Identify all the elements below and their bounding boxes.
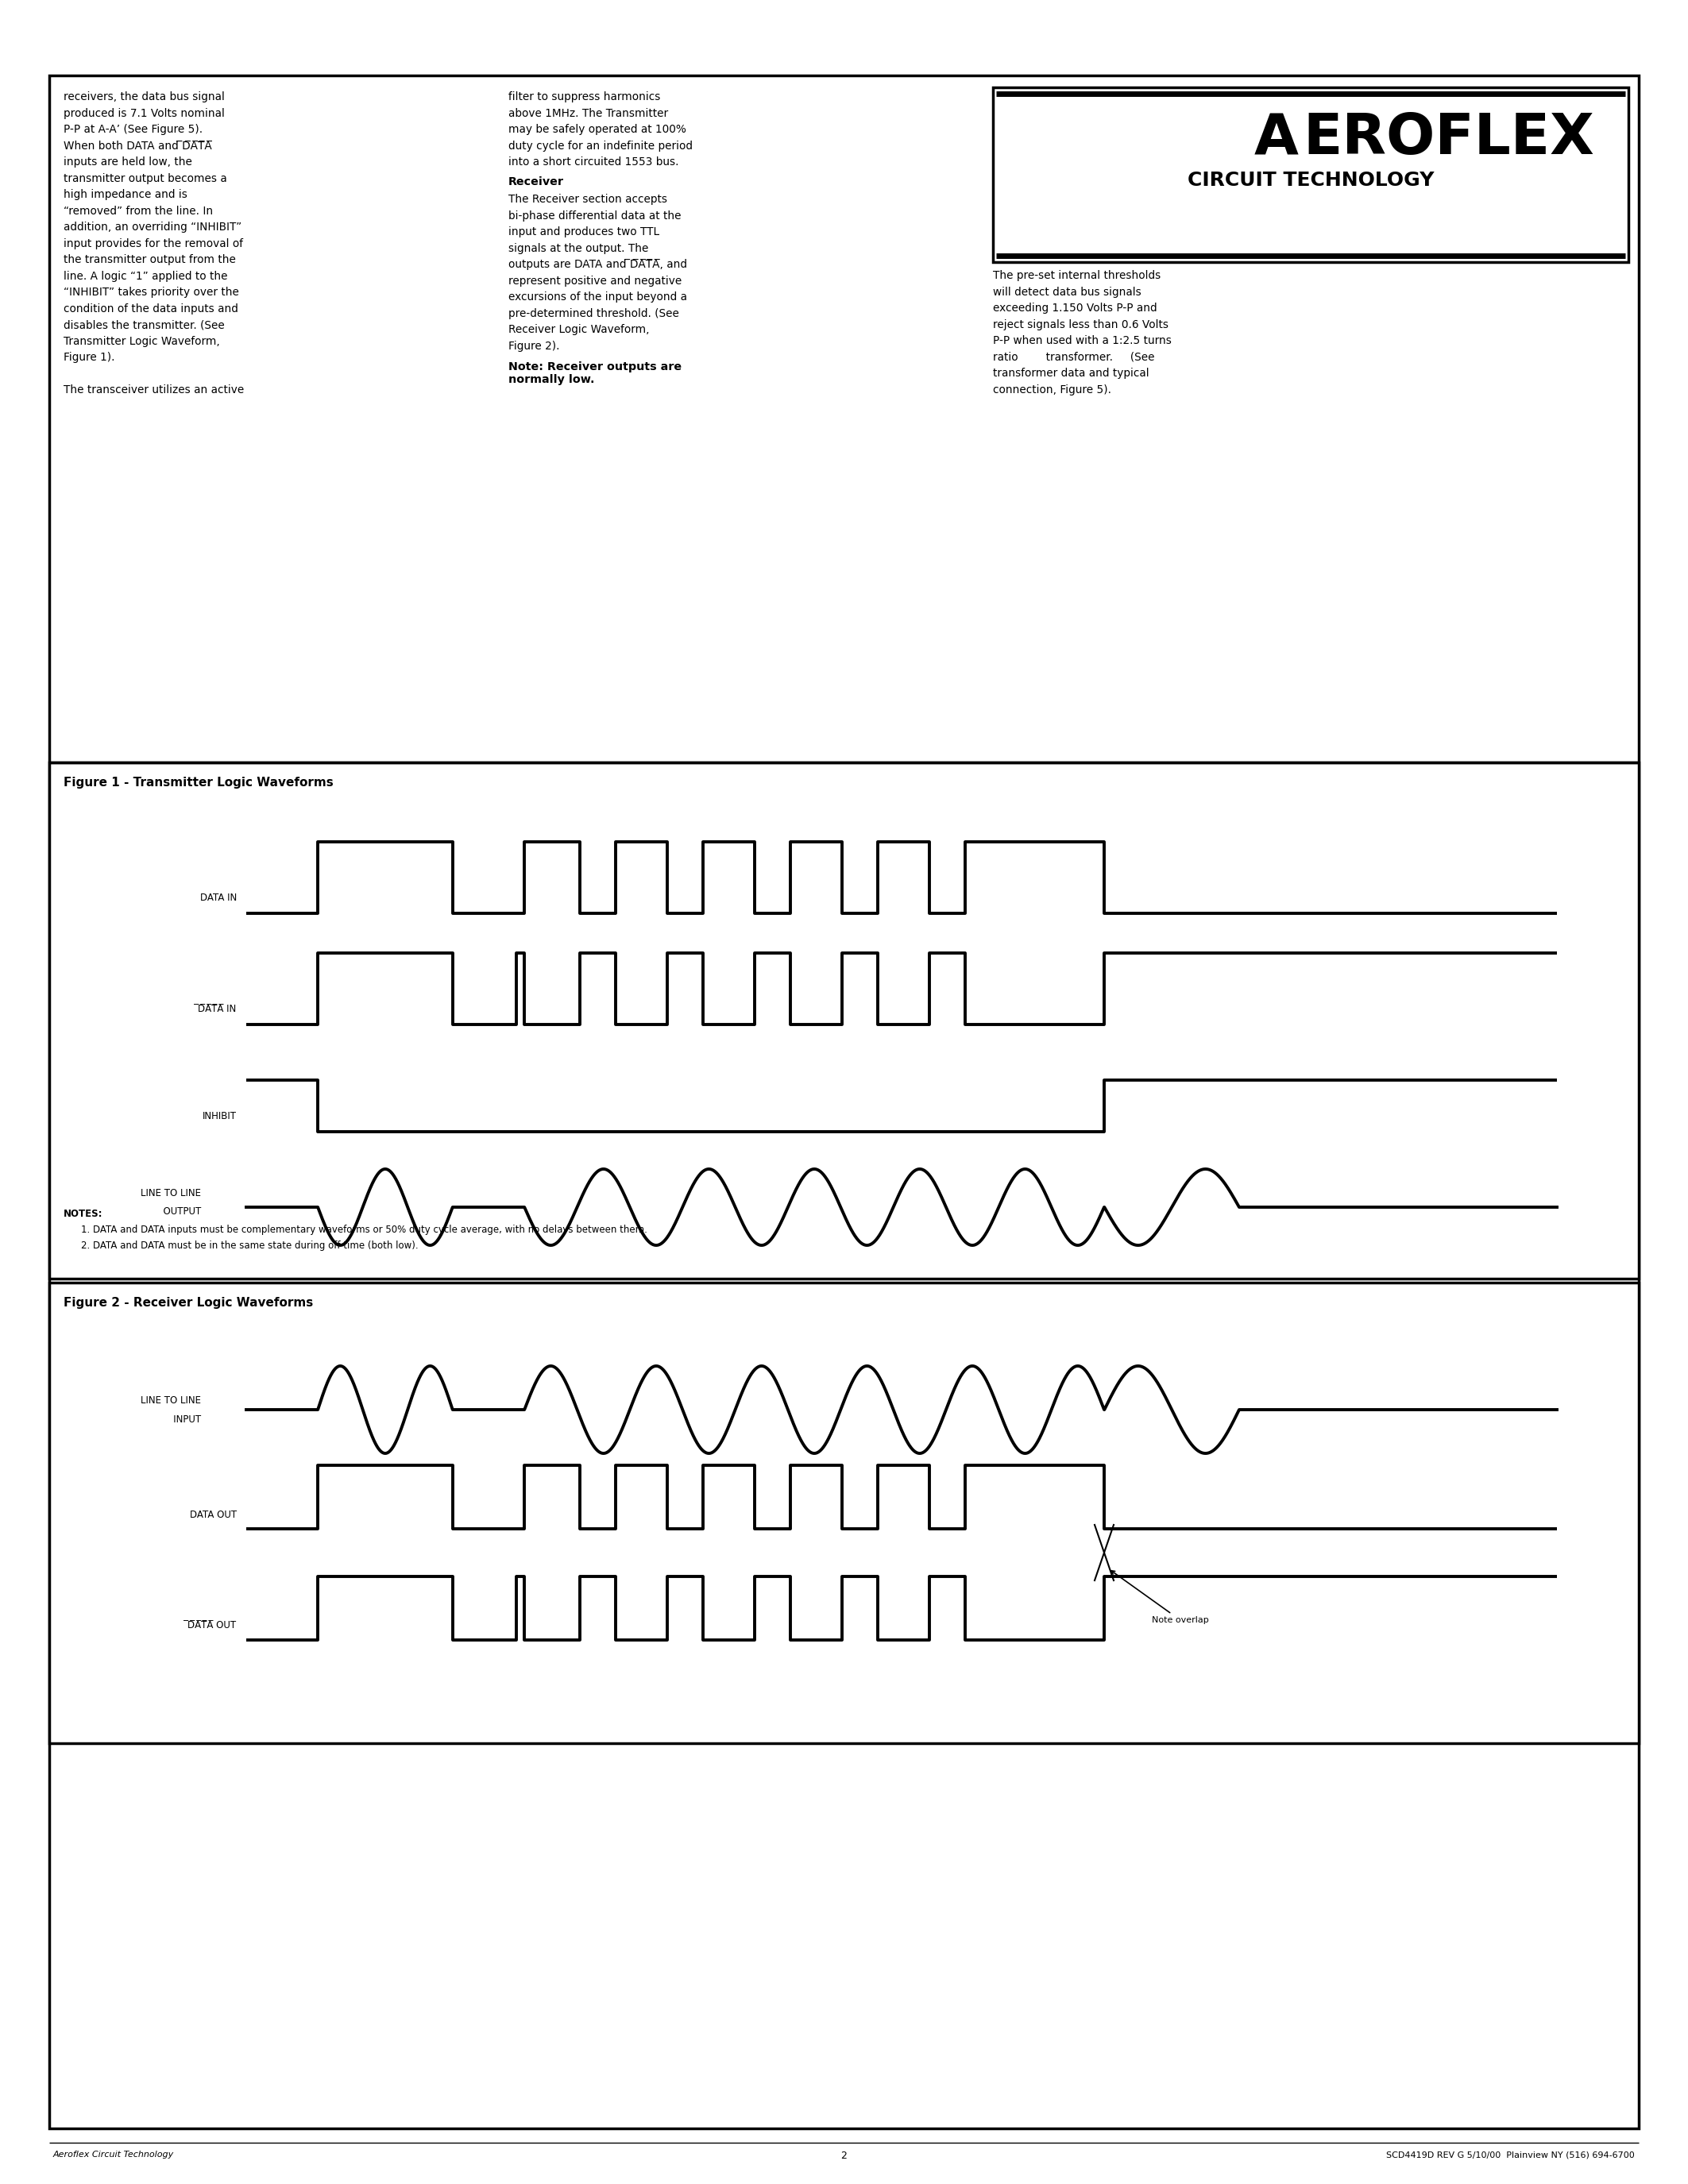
Text: 2. DATA and DATA must be in the same state during off time (both low).: 2. DATA and DATA must be in the same sta… [81, 1241, 419, 1251]
Text: When both DATA and ̅D̅A̅T̅A̅: When both DATA and ̅D̅A̅T̅A̅ [64, 140, 213, 151]
Text: disables the transmitter. (See: disables the transmitter. (See [64, 319, 225, 330]
Text: ̅D̅A̅T̅A̅ OUT: ̅D̅A̅T̅A̅ OUT [187, 1621, 236, 1631]
Text: EROFLEX: EROFLEX [1303, 111, 1593, 166]
Text: outputs are DATA and ̅D̅A̅T̅A̅, and: outputs are DATA and ̅D̅A̅T̅A̅, and [508, 260, 687, 271]
Text: DATA OUT: DATA OUT [189, 1509, 236, 1520]
Text: represent positive and negative: represent positive and negative [508, 275, 682, 286]
Text: The transceiver utilizes an active: The transceiver utilizes an active [64, 384, 245, 395]
Text: 1. DATA and DATA inputs must be complementary waveforms or 50% duty cycle averag: 1. DATA and DATA inputs must be compleme… [81, 1225, 647, 1234]
Text: Figure 2).: Figure 2). [508, 341, 560, 352]
Text: Figure 2 - Receiver Logic Waveforms: Figure 2 - Receiver Logic Waveforms [64, 1297, 314, 1308]
Bar [49, 1282, 1639, 1743]
Text: Note overlap: Note overlap [1111, 1570, 1209, 1625]
Text: ̅D̅A̅T̅A̅ IN: ̅D̅A̅T̅A̅ IN [199, 1002, 236, 1013]
Text: input provides for the removal of: input provides for the removal of [64, 238, 243, 249]
Bar [993, 87, 1629, 262]
Text: excursions of the input beyond a: excursions of the input beyond a [508, 290, 687, 304]
Text: line. A logic “1” applied to the: line. A logic “1” applied to the [64, 271, 228, 282]
Text: will detect data bus signals: will detect data bus signals [993, 286, 1141, 297]
Text: DATA IN: DATA IN [199, 893, 236, 902]
Text: 2: 2 [841, 2151, 847, 2160]
Text: Transmitter Logic Waveform,: Transmitter Logic Waveform, [64, 336, 219, 347]
Text: INPUT: INPUT [164, 1413, 201, 1424]
Text: addition, an overriding “INHIBIT”: addition, an overriding “INHIBIT” [64, 221, 241, 234]
Text: ratio        transformer.     (See: ratio transformer. (See [993, 352, 1155, 363]
Text: into a short circuited 1553 bus.: into a short circuited 1553 bus. [508, 157, 679, 168]
Text: P-P at A-A’ (See Figure 5).: P-P at A-A’ (See Figure 5). [64, 124, 203, 135]
Text: OUTPUT: OUTPUT [157, 1206, 201, 1216]
Text: LINE TO LINE: LINE TO LINE [140, 1188, 201, 1199]
Text: SCD4419D REV G 5/10/00  Plainview NY (516) 694-6700: SCD4419D REV G 5/10/00 Plainview NY (516… [1386, 2151, 1634, 2158]
Text: inputs are held low, the: inputs are held low, the [64, 157, 192, 168]
Text: signals at the output. The: signals at the output. The [508, 242, 648, 253]
Text: transformer data and typical: transformer data and typical [993, 367, 1150, 378]
Text: the transmitter output from the: the transmitter output from the [64, 253, 236, 264]
Text: P-P when used with a 1:2.5 turns: P-P when used with a 1:2.5 turns [993, 334, 1171, 347]
Text: Receiver: Receiver [508, 177, 564, 188]
Text: INHIBIT: INHIBIT [203, 1112, 236, 1120]
Text: input and produces two TTL: input and produces two TTL [508, 227, 660, 238]
Text: NOTES:: NOTES: [64, 1208, 103, 1219]
Text: connection, Figure 5).: connection, Figure 5). [993, 384, 1111, 395]
Text: Figure 1 - Transmitter Logic Waveforms: Figure 1 - Transmitter Logic Waveforms [64, 778, 334, 788]
Text: transmitter output becomes a: transmitter output becomes a [64, 173, 226, 183]
Text: Figure 1).: Figure 1). [64, 352, 115, 363]
Text: Receiver Logic Waveform,: Receiver Logic Waveform, [508, 323, 650, 334]
Text: CIRCUIT TECHNOLOGY: CIRCUIT TECHNOLOGY [1187, 170, 1435, 190]
Text: exceeding 1.150 Volts P-P and: exceeding 1.150 Volts P-P and [993, 304, 1156, 314]
Text: The pre-set internal thresholds: The pre-set internal thresholds [993, 271, 1161, 282]
Text: pre-determined threshold. (See: pre-determined threshold. (See [508, 308, 679, 319]
Text: filter to suppress harmonics: filter to suppress harmonics [508, 92, 660, 103]
Text: condition of the data inputs and: condition of the data inputs and [64, 304, 238, 314]
Text: duty cycle for an indefinite period: duty cycle for an indefinite period [508, 140, 692, 151]
Text: LINE TO LINE: LINE TO LINE [140, 1396, 201, 1404]
Text: receivers, the data bus signal: receivers, the data bus signal [64, 92, 225, 103]
Text: A: A [1254, 111, 1298, 166]
Text: high impedance and is: high impedance and is [64, 190, 187, 201]
Text: “removed” from the line. In: “removed” from the line. In [64, 205, 213, 216]
Text: may be safely operated at 100%: may be safely operated at 100% [508, 124, 687, 135]
Text: produced is 7.1 Volts nominal: produced is 7.1 Volts nominal [64, 107, 225, 118]
Text: The Receiver section accepts: The Receiver section accepts [508, 194, 667, 205]
Text: Note: Receiver outputs are
normally low.: Note: Receiver outputs are normally low. [508, 360, 682, 384]
Bar [49, 762, 1639, 1278]
Text: “INHIBIT” takes priority over the: “INHIBIT” takes priority over the [64, 286, 240, 297]
Text: bi-phase differential data at the: bi-phase differential data at the [508, 210, 682, 221]
Text: reject signals less than 0.6 Volts: reject signals less than 0.6 Volts [993, 319, 1168, 330]
Text: above 1MHz. The Transmitter: above 1MHz. The Transmitter [508, 107, 668, 118]
Text: Aeroflex Circuit Technology: Aeroflex Circuit Technology [54, 2151, 174, 2158]
